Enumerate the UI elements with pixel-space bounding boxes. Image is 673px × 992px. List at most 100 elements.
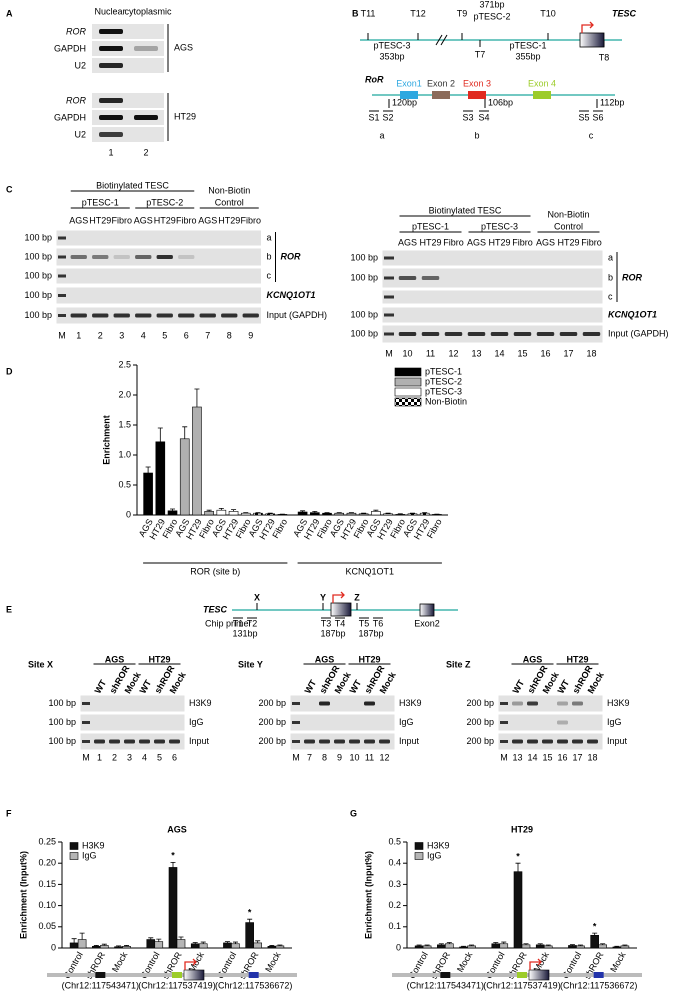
panel-label: C: [6, 184, 13, 194]
lane-number: 18: [587, 752, 597, 762]
exon: [468, 91, 486, 99]
amplicon: 106bp: [488, 97, 513, 107]
gel-strip: [381, 267, 604, 289]
bar: [437, 944, 446, 949]
input-label: Input (GAPDH): [267, 310, 328, 320]
ladder-band: [384, 313, 394, 317]
exon: [400, 91, 418, 99]
gel-band: [512, 739, 523, 744]
row-label: IgG: [607, 717, 622, 727]
control-label: Non-Biotin: [208, 185, 250, 195]
gel-band: [113, 313, 130, 318]
legend-swatch: [394, 367, 422, 377]
y-axis-label: Enrichment (Input%): [363, 851, 373, 939]
gel-band: [364, 739, 375, 744]
error-bar: [71, 938, 77, 943]
legend-label: H3K9: [427, 840, 450, 850]
primer-label: S6: [592, 112, 603, 122]
group-label: pTESC-1: [82, 197, 119, 207]
column-label: cytoplasmic: [124, 6, 172, 16]
column-label: HT29: [89, 215, 111, 225]
bar: [395, 514, 406, 516]
primer-label: T2: [247, 618, 258, 628]
error-bar: [422, 512, 428, 514]
bar: [459, 946, 468, 949]
ladder-band: [58, 274, 66, 278]
ladder-band: [384, 295, 394, 299]
site-box: [95, 972, 106, 978]
error-bar: [178, 936, 184, 940]
bar: [491, 943, 501, 949]
gel-strip: [92, 58, 164, 73]
column-label: AGS: [69, 215, 88, 225]
size-marker: 100 bp: [48, 717, 76, 727]
gel-band: [444, 332, 463, 336]
column-label: WT: [511, 678, 527, 696]
row-label: H3K9: [607, 698, 630, 708]
gene-label: KCNQ1OT1: [608, 309, 657, 319]
exon-label: Exon 3: [463, 78, 491, 88]
legend-swatch: [69, 842, 79, 850]
primer-label: S1: [368, 112, 379, 122]
lane-number: 8: [322, 752, 327, 762]
chip-primer-label: Chip primer: [205, 618, 252, 628]
size-marker: 100 bp: [24, 251, 52, 261]
size-marker: 200 bp: [258, 717, 286, 727]
column-label: WT: [138, 678, 154, 696]
coordinate-label: (Chr12:117536672): [560, 980, 637, 990]
size-marker: 100 bp: [24, 232, 52, 242]
column-label: WT: [556, 678, 572, 696]
exon: [432, 91, 450, 99]
bar: [620, 945, 630, 949]
x-tick-label: Mock: [455, 950, 475, 974]
column-label: HT29: [488, 237, 510, 247]
coordinate-label: (Chr12:117543471): [62, 980, 139, 990]
ladder-band: [292, 740, 300, 743]
gel-band: [349, 739, 360, 744]
column-label: WT: [93, 678, 109, 696]
error-bar: [79, 932, 85, 940]
gel-band: [156, 313, 173, 318]
bar: [414, 945, 424, 949]
primer-label: T3: [321, 618, 332, 628]
bar: [143, 472, 153, 516]
lane-number: 12: [448, 348, 458, 358]
y-tick-label: 2.0: [118, 389, 131, 399]
group-label: pTESC-2: [146, 197, 183, 207]
column-label: Fibro: [176, 215, 197, 225]
bar: [114, 946, 123, 949]
bar: [521, 944, 531, 949]
error-bar: [192, 942, 198, 944]
error-bar: [148, 937, 154, 940]
panel-label: A: [6, 8, 13, 18]
gene-label: TESC: [203, 604, 228, 614]
column-label: Fibro: [443, 237, 464, 247]
gel-band: [398, 332, 417, 336]
size-marker: 100 bp: [24, 310, 52, 320]
lane-number: 6: [172, 752, 177, 762]
site-label: c: [589, 130, 594, 140]
row-label: Input: [399, 736, 420, 746]
bar: [253, 942, 262, 949]
bar: [92, 946, 101, 949]
site-label: Site Z: [446, 659, 471, 669]
lane-number: 9: [337, 752, 342, 762]
bar: [228, 511, 239, 516]
cell-line: HT29: [148, 654, 170, 664]
lane-number: 13: [512, 752, 522, 762]
gel-band: [99, 63, 123, 68]
exon-label: Exon2: [414, 618, 440, 628]
tss-arrow: [581, 21, 594, 33]
gel-band: [99, 46, 123, 51]
legend-label: Non-Biotin: [425, 396, 467, 406]
control-label: Control: [215, 197, 244, 207]
gene-box: [579, 32, 605, 48]
bar: [204, 511, 214, 516]
panel-label: F: [6, 808, 12, 818]
ladder-band: [500, 702, 508, 705]
error-bar: [277, 944, 283, 946]
legend-label: pTESC-3: [425, 386, 462, 396]
gel-band: [512, 701, 523, 706]
error-bar: [409, 512, 415, 514]
ladder-band: [384, 256, 394, 260]
